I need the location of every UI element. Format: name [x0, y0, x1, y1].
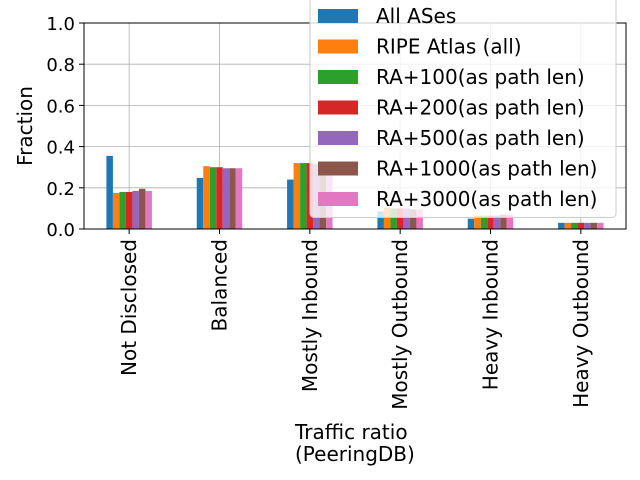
- legend-swatch: [318, 39, 358, 54]
- bar: [132, 190, 139, 229]
- bar: [229, 168, 236, 229]
- x-axis: Not Disclosed Balanced Mostly Inbound Mostl…: [117, 229, 593, 410]
- y-tick-label: 0.8: [46, 55, 75, 76]
- legend-label: RA+3000(as path len): [376, 187, 597, 211]
- bar: [119, 191, 126, 229]
- bar: [467, 218, 475, 229]
- bar: [409, 209, 417, 229]
- bar: [203, 166, 210, 229]
- legend-swatch: [318, 70, 358, 84]
- x-tick-label: Mostly Inbound: [298, 239, 322, 392]
- bar: [235, 168, 243, 229]
- bar: [383, 207, 391, 229]
- bar: [403, 208, 410, 229]
- y-tick-label: 0.0: [46, 220, 75, 241]
- bar: [138, 188, 146, 229]
- bar: [584, 222, 591, 229]
- y-tick-label: 1.0: [46, 14, 75, 35]
- legend-label: RIPE Atlas (all): [376, 35, 522, 59]
- bar: [216, 167, 223, 229]
- bar: [287, 179, 294, 229]
- bar: [390, 208, 397, 229]
- bar: [558, 222, 565, 229]
- bar: [222, 168, 230, 229]
- bar: [396, 208, 404, 229]
- legend-box: [309, 0, 617, 218]
- bar: [493, 215, 501, 229]
- bar: [416, 209, 423, 229]
- legend-label: RA+1000(as path len): [376, 157, 597, 181]
- legend-label: RA+500(as path len): [376, 126, 585, 150]
- bar: [300, 163, 307, 229]
- y-tick-label: 0.2: [46, 179, 75, 200]
- x-tick-label: Not Disclosed: [117, 239, 141, 376]
- x-tick-label: Heavy Outbound: [569, 239, 593, 408]
- x-tick-label: Balanced: [208, 239, 232, 331]
- bar: [474, 215, 481, 229]
- x-tick-label: Heavy Inbound: [479, 239, 503, 390]
- y-tick-label: 0.4: [46, 138, 75, 159]
- y-axis: 0.0 0.2 0.4 0.6 0.8 1.0: [46, 14, 84, 241]
- bar: [506, 214, 514, 229]
- legend-label: All ASes: [376, 4, 456, 28]
- bar: [480, 215, 488, 229]
- bar: [577, 222, 585, 229]
- bar: [106, 155, 113, 229]
- legend-swatch: [318, 131, 358, 145]
- bar: [500, 214, 507, 229]
- legend-swatch: [318, 100, 358, 115]
- y-axis-label: Fraction: [13, 86, 37, 166]
- legend: All ASes RIPE Atlas (all) RA+100(as path l…: [309, 0, 617, 218]
- bar: [571, 222, 578, 229]
- legend-label: RA+100(as path len): [376, 65, 585, 89]
- bar: [377, 211, 384, 229]
- legend-label: RA+200(as path len): [376, 96, 585, 120]
- x-axis-label-line-1: Traffic ratio: [294, 420, 408, 444]
- bar: [564, 222, 572, 229]
- bar: [125, 191, 133, 229]
- bar: [209, 167, 217, 229]
- x-tick-label: Mostly Outbound: [388, 239, 412, 410]
- bar: [597, 222, 604, 229]
- legend-swatch: [318, 9, 358, 23]
- bar: [145, 190, 152, 229]
- y-tick-label: 0.6: [46, 96, 75, 117]
- legend-swatch: [318, 161, 358, 176]
- bar: [487, 215, 494, 229]
- bar: [293, 163, 301, 229]
- x-axis-label: Traffic ratio (PeeringDB): [294, 420, 415, 466]
- legend-swatch: [318, 192, 358, 206]
- bar: [196, 177, 204, 229]
- x-axis-label-line-2: (PeeringDB): [295, 442, 415, 466]
- bar: [590, 222, 598, 229]
- bar: [112, 192, 120, 229]
